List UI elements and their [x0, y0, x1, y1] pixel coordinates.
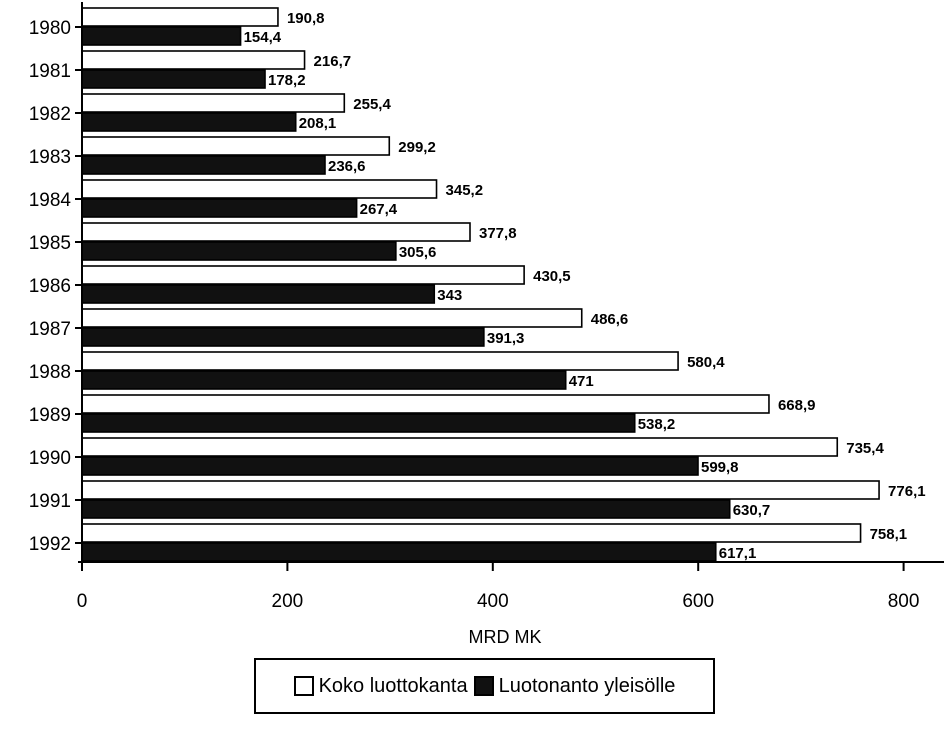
y-tick-label: 1988	[29, 362, 71, 383]
bar-luotonanto-yleisolle	[81, 456, 699, 476]
legend-item-luotonanto-yleisolle: Luotonanto yleisölle	[473, 674, 676, 698]
data-label: 599,8	[701, 459, 739, 476]
legend-label: Koko luottokanta	[318, 674, 468, 697]
y-tick-label: 1991	[29, 491, 71, 512]
bar-luotonanto-yleisolle	[81, 370, 567, 390]
y-tick-label: 1983	[29, 147, 71, 168]
bar-koko-luottokanta	[81, 394, 770, 414]
bar-koko-luottokanta	[81, 308, 583, 328]
data-label: 236,6	[328, 158, 366, 175]
value-labels-group: 190,8 154,4 216,7 178,2 255,4 208,1 299,2 236,6…	[244, 10, 926, 562]
bar-luotonanto-yleisolle	[81, 499, 731, 519]
data-label: 758,1	[870, 526, 908, 543]
y-tick-label: 1981	[29, 61, 71, 82]
x-tick-label: 800	[888, 591, 920, 612]
bar-koko-luottokanta	[81, 7, 279, 27]
bars-group	[81, 7, 880, 562]
data-label: 154,4	[244, 29, 282, 46]
bar-koko-luottokanta	[81, 351, 679, 371]
data-label: 255,4	[353, 96, 391, 113]
bar-koko-luottokanta	[81, 50, 306, 70]
y-tick-label: 1989	[29, 405, 71, 426]
y-tick-label: 1990	[29, 448, 71, 469]
legend-label: Luotonanto yleisölle	[498, 674, 676, 697]
bar-luotonanto-yleisolle	[81, 69, 266, 89]
bar-koko-luottokanta	[81, 480, 880, 500]
data-label: 668,9	[778, 397, 816, 414]
bar-luotonanto-yleisolle	[81, 198, 358, 218]
y-tick-label: 1982	[29, 104, 71, 125]
bar-koko-luottokanta	[81, 179, 438, 199]
bar-luotonanto-yleisolle	[81, 155, 326, 175]
bar-koko-luottokanta	[81, 265, 525, 285]
data-label: 178,2	[268, 72, 306, 89]
y-tick-label: 1992	[29, 534, 71, 555]
bar-luotonanto-yleisolle	[81, 112, 297, 132]
legend-item-koko-luottokanta: Koko luottokanta	[293, 674, 468, 698]
y-tick-label: 1986	[29, 276, 71, 297]
data-label: 538,2	[638, 416, 676, 433]
legend-swatch-white	[293, 676, 314, 696]
data-label: 345,2	[446, 182, 484, 199]
bar-koko-luottokanta	[81, 523, 862, 543]
y-tick-label: 1984	[29, 190, 72, 211]
x-axis-title: MRD MK	[469, 627, 542, 647]
data-label: 305,6	[399, 244, 437, 261]
y-axis: 1980 1981 1982 1983 1984 1985 1986 1987 1988 1989…	[29, 2, 83, 562]
data-label: 471	[569, 373, 594, 390]
data-label: 216,7	[314, 53, 352, 70]
bar-koko-luottokanta	[81, 437, 839, 457]
data-label: 190,8	[287, 10, 325, 27]
data-label: 776,1	[888, 483, 926, 500]
data-label: 617,1	[719, 545, 757, 562]
bar-luotonanto-yleisolle	[81, 241, 397, 261]
bar-luotonanto-yleisolle	[81, 26, 242, 46]
y-tick-label: 1987	[29, 319, 71, 340]
legend: Koko luottokanta Luotonanto yleisölle	[254, 658, 715, 714]
data-label: 299,2	[398, 139, 436, 156]
y-tick-label: 1980	[29, 18, 71, 39]
data-label: 208,1	[299, 115, 337, 132]
data-label: 430,5	[533, 268, 571, 285]
x-tick-label: 200	[272, 591, 304, 612]
data-label: 343	[437, 287, 462, 304]
data-label: 630,7	[733, 502, 771, 519]
bar-luotonanto-yleisolle	[81, 284, 436, 304]
bar-luotonanto-yleisolle	[81, 413, 636, 433]
data-label: 391,3	[487, 330, 525, 347]
bar-luotonanto-yleisolle	[81, 327, 485, 347]
x-tick-label: 0	[77, 591, 88, 612]
data-label: 580,4	[687, 354, 725, 371]
data-label: 377,8	[479, 225, 517, 242]
bar-koko-luottokanta	[81, 93, 346, 113]
bar-koko-luottokanta	[81, 222, 471, 242]
data-label: 486,6	[591, 311, 629, 328]
x-tick-label: 400	[477, 591, 509, 612]
y-tick-label: 1985	[29, 233, 71, 254]
bar-koko-luottokanta	[81, 136, 391, 156]
legend-swatch-black	[473, 676, 494, 696]
bar-luotonanto-yleisolle	[81, 542, 717, 562]
data-label: 735,4	[846, 440, 884, 457]
data-label: 267,4	[360, 201, 398, 218]
x-axis: 0 200 400 600 800	[77, 561, 944, 612]
x-tick-label: 600	[682, 591, 714, 612]
